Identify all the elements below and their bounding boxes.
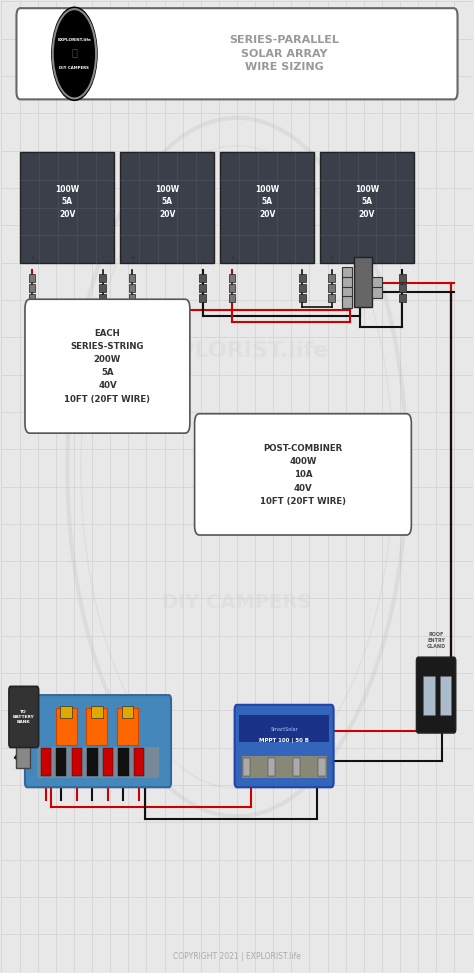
Bar xyxy=(87,748,98,775)
Bar xyxy=(128,295,135,303)
Bar xyxy=(128,284,135,293)
Bar xyxy=(399,284,406,293)
Text: EACH
SERIES-STRING
200W
5A
40V
10FT (20FT WIRE): EACH SERIES-STRING 200W 5A 40V 10FT (20F… xyxy=(64,329,150,404)
Bar xyxy=(100,295,106,303)
Bar xyxy=(354,257,372,307)
Text: 100W
5A
20V: 100W 5A 20V xyxy=(55,185,80,219)
Bar xyxy=(199,295,206,303)
Bar xyxy=(91,705,103,718)
Text: DIY CAMPERS: DIY CAMPERS xyxy=(162,594,312,612)
Text: POST-COMBINER
400W
10A
40V
10FT (20FT WIRE): POST-COMBINER 400W 10A 40V 10FT (20FT WI… xyxy=(260,444,346,506)
Bar xyxy=(299,284,306,293)
Bar xyxy=(20,152,115,264)
Bar xyxy=(328,295,335,303)
Bar xyxy=(100,274,106,282)
Text: -: - xyxy=(201,255,204,262)
FancyBboxPatch shape xyxy=(235,704,334,787)
Bar xyxy=(320,152,414,264)
Bar xyxy=(243,758,250,775)
Text: 100W
5A
20V: 100W 5A 20V xyxy=(155,185,179,219)
Text: SOLAR ARRAY: SOLAR ARRAY xyxy=(241,49,328,58)
Circle shape xyxy=(52,7,97,100)
Bar xyxy=(342,287,352,299)
Bar xyxy=(199,284,206,293)
Bar xyxy=(29,295,36,303)
Text: +: + xyxy=(329,255,335,262)
Bar xyxy=(342,268,352,279)
Text: MPPT 100 | 50 B: MPPT 100 | 50 B xyxy=(259,738,309,742)
Bar xyxy=(118,748,128,775)
Bar xyxy=(134,748,144,775)
Text: +: + xyxy=(29,255,35,262)
FancyBboxPatch shape xyxy=(9,686,38,747)
Bar xyxy=(199,274,206,282)
Bar xyxy=(299,295,306,303)
Bar xyxy=(439,675,451,714)
Bar xyxy=(29,274,36,282)
Text: 100W
5A
20V: 100W 5A 20V xyxy=(355,185,379,219)
Bar xyxy=(293,758,301,775)
Bar xyxy=(228,295,235,303)
Text: DIY CAMPERS: DIY CAMPERS xyxy=(60,66,90,70)
Bar xyxy=(399,295,406,303)
Bar xyxy=(121,705,133,718)
Text: TO
BATTERY
BANK: TO BATTERY BANK xyxy=(13,709,35,724)
Bar xyxy=(268,758,275,775)
Text: EXPLORIST.life: EXPLORIST.life xyxy=(57,38,91,42)
Text: ⬛: ⬛ xyxy=(72,47,77,56)
Bar xyxy=(56,748,66,775)
Text: -: - xyxy=(301,255,304,262)
Bar xyxy=(29,284,36,293)
Bar xyxy=(36,746,159,777)
Bar xyxy=(120,152,214,264)
Text: +: + xyxy=(129,255,135,262)
Bar xyxy=(399,274,406,282)
FancyBboxPatch shape xyxy=(17,8,457,99)
Bar xyxy=(40,748,51,775)
FancyBboxPatch shape xyxy=(25,695,171,787)
Text: SERIES-PARALLEL: SERIES-PARALLEL xyxy=(229,35,339,45)
Bar xyxy=(328,274,335,282)
Bar xyxy=(328,284,335,293)
Bar xyxy=(228,274,235,282)
Text: WIRE SIZING: WIRE SIZING xyxy=(245,62,323,72)
Circle shape xyxy=(54,11,95,96)
Bar xyxy=(220,152,314,264)
Bar xyxy=(242,756,327,777)
Text: EXPLORIST.life: EXPLORIST.life xyxy=(146,341,328,361)
Text: COPYRIGHT 2021 | EXPLORIST.life: COPYRIGHT 2021 | EXPLORIST.life xyxy=(173,952,301,960)
Bar xyxy=(239,715,329,742)
Text: -: - xyxy=(101,255,104,262)
Bar xyxy=(342,277,352,289)
Bar xyxy=(103,748,113,775)
Text: 100W
5A
20V: 100W 5A 20V xyxy=(255,185,279,219)
Bar xyxy=(117,708,138,745)
Bar xyxy=(128,274,135,282)
Bar xyxy=(318,758,326,775)
FancyBboxPatch shape xyxy=(25,300,190,433)
Bar xyxy=(372,287,382,299)
Bar xyxy=(342,297,352,308)
Bar xyxy=(423,675,435,714)
Bar xyxy=(72,748,82,775)
Text: +: + xyxy=(229,255,235,262)
Bar xyxy=(55,708,77,745)
Bar xyxy=(372,277,382,289)
Bar xyxy=(228,284,235,293)
Bar xyxy=(299,274,306,282)
FancyBboxPatch shape xyxy=(417,657,456,733)
Text: ROOF
ENTRY
GLAND: ROOF ENTRY GLAND xyxy=(427,632,446,650)
FancyBboxPatch shape xyxy=(195,414,411,535)
Bar xyxy=(60,705,72,718)
Bar xyxy=(16,714,30,768)
Text: SmartSolar: SmartSolar xyxy=(270,727,298,732)
Text: -: - xyxy=(401,255,404,262)
Bar xyxy=(86,708,108,745)
Bar xyxy=(100,284,106,293)
